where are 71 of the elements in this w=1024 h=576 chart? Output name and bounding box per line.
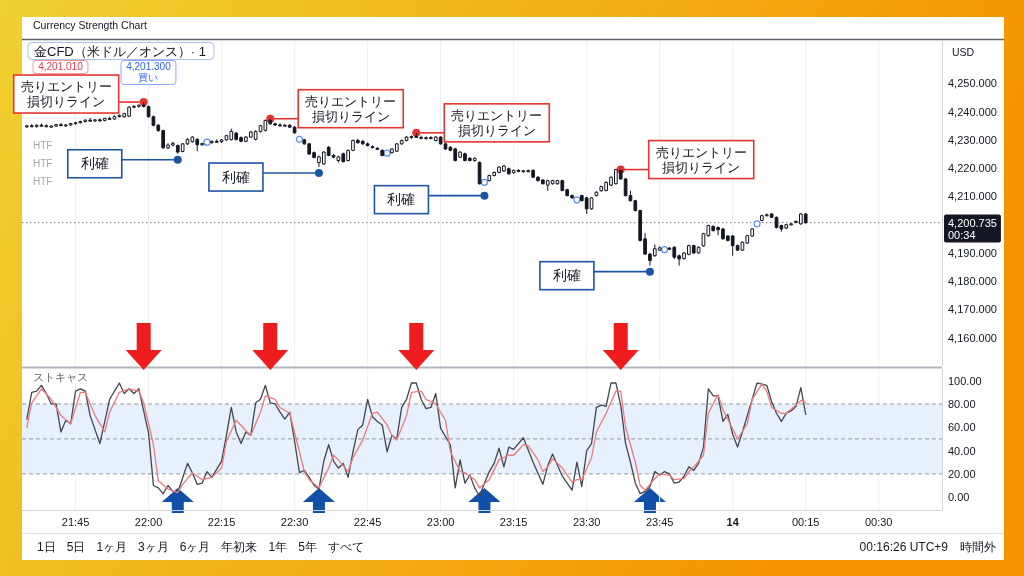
y-tick-label: 4,190.000 <box>948 246 997 259</box>
y-tick-label: 4,170.000 <box>948 303 997 316</box>
text: 5日 <box>66 540 86 554</box>
annotation: HTF <box>33 158 53 169</box>
candlestick <box>589 196 594 211</box>
annotation: 4,201.010 <box>38 61 84 72</box>
candlestick <box>521 169 526 174</box>
y-tick-label: 4,210.000 <box>948 190 997 203</box>
y-tick-label: 0.00 <box>948 491 970 504</box>
x-tick-label: 23:15 <box>499 516 528 528</box>
x-tick-label: 22:30 <box>280 516 309 528</box>
text: 1日 <box>37 540 56 554</box>
y-tick-label: 4,160.000 <box>948 331 997 344</box>
text: 年初来 <box>221 540 258 554</box>
annotation: 売りエントリー損切りライン <box>20 79 112 110</box>
text: 5年 <box>298 540 317 554</box>
candlestick <box>219 138 224 144</box>
annotation: 売りエントリー損切りライン <box>305 93 397 124</box>
candlestick <box>599 185 604 193</box>
text: すべて <box>327 540 364 554</box>
candlestick <box>404 135 409 142</box>
y-tick-label: 4,250.000 <box>948 77 997 90</box>
x-tick-label: 23:00 <box>426 516 455 528</box>
text: 時間外 <box>960 540 996 554</box>
x-tick-label: 14 <box>726 516 740 528</box>
x-tick-label: 00:30 <box>864 516 893 528</box>
x-tick-label: 23:30 <box>572 516 601 528</box>
chart-subtitle: 金CFD（米ドル／オンス）· 1 <box>34 44 206 59</box>
candlestick <box>112 115 117 121</box>
candlestick <box>107 116 112 121</box>
ref-line-label: 4,200.735 00:34 <box>948 216 997 241</box>
x-tick-label: 21:45 <box>61 516 90 528</box>
annotation: 利確 <box>221 168 250 185</box>
text: 1年 <box>268 540 288 554</box>
x-tick-label: 23:45 <box>645 516 674 528</box>
y-tick-label: 40.00 <box>948 444 976 457</box>
candlestick <box>438 135 443 146</box>
chart-title: ストキャス <box>33 371 88 383</box>
x-tick-label: 22:00 <box>134 516 163 528</box>
annotation: 4,201.300 買い <box>126 61 172 83</box>
y-tick-label: 4,230.000 <box>948 133 997 146</box>
annotation: HTF <box>33 176 53 187</box>
chart-title: Currency Strength Chart <box>33 19 147 31</box>
candlestick <box>263 119 268 132</box>
x-tick-label: 00:15 <box>791 516 820 528</box>
y-tick-label: 4,240.000 <box>948 105 997 118</box>
annotation: 利確 <box>552 267 581 284</box>
candlestick <box>409 134 414 140</box>
y-tick-label: 20.00 <box>948 467 976 480</box>
text: 6ヶ月 <box>179 540 211 554</box>
text: 3ヶ月 <box>138 540 169 554</box>
x-tick-label: 22:15 <box>207 516 236 528</box>
annotation: 売りエントリー損切りライン <box>655 144 747 175</box>
x-tick-label: 22:45 <box>353 516 382 528</box>
candlestick <box>594 190 599 197</box>
text: USD <box>952 46 975 58</box>
y-tick-label: 80.00 <box>948 397 976 410</box>
text: 1ヶ月 <box>96 540 128 554</box>
y-tick-label: 4,180.000 <box>948 275 997 288</box>
y-tick-label: 100.00 <box>948 374 982 387</box>
annotation: 利確 <box>387 191 416 208</box>
annotation: 利確 <box>80 155 109 172</box>
candlestick <box>516 168 521 173</box>
candlestick <box>803 212 808 225</box>
annotation: 売りエントリー損切りライン <box>451 107 543 138</box>
text: 00:16:26 UTC+9 <box>859 540 949 554</box>
candlestick <box>336 155 341 164</box>
candlestick <box>696 245 701 255</box>
y-tick-label: 4,220.000 <box>948 162 997 175</box>
y-tick-label: 60.00 <box>948 421 976 434</box>
annotation: HTF <box>33 140 53 151</box>
